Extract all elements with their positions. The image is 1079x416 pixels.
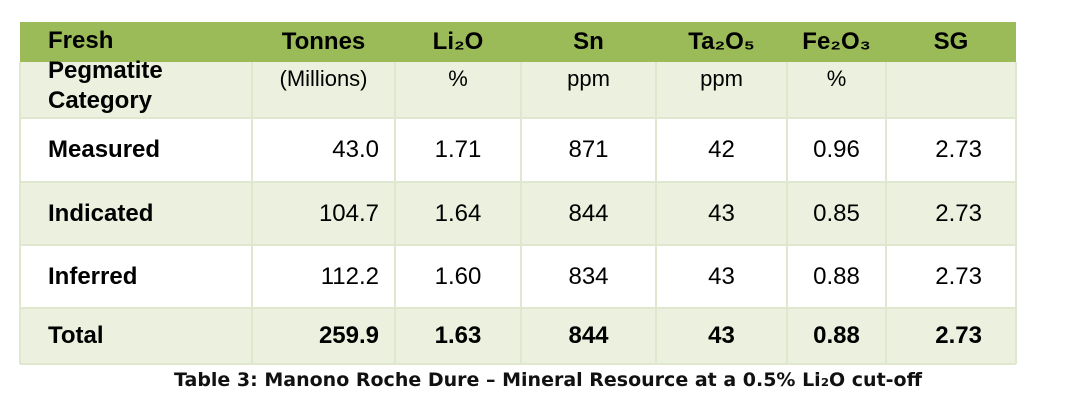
cell-value: 259.9 <box>318 322 379 349</box>
row-label: Measured <box>48 136 161 163</box>
caption: Table 3: Manono Roche Dure – Mineral Res… <box>173 369 922 391</box>
column-divider <box>251 62 253 364</box>
cell-value: 43 <box>708 322 735 349</box>
cell-value: 2.73 <box>935 136 982 163</box>
cell-value: 844 <box>568 322 609 349</box>
cell-value: 43.0 <box>332 136 379 163</box>
column-divider <box>394 62 396 364</box>
column-header: SG <box>933 28 969 55</box>
cell-value: 1.63 <box>434 322 482 349</box>
row-divider <box>20 363 1016 365</box>
cell-value: 1.60 <box>434 262 482 290</box>
cell-value: 112.2 <box>320 262 379 290</box>
cell-value: 2.73 <box>935 262 982 290</box>
column-divider <box>655 62 657 364</box>
cell-value: 43 <box>708 199 735 227</box>
row-band <box>20 182 1016 245</box>
cell-value: 43 <box>708 262 735 290</box>
cell-value: 0.96 <box>813 136 860 163</box>
column-divider <box>1015 62 1017 364</box>
row-band <box>20 245 1016 308</box>
column-unit: (Millions) <box>279 66 368 91</box>
column-unit: ppm <box>567 66 610 91</box>
row-label: Inferred <box>48 262 138 290</box>
cell-value: 834 <box>568 262 609 290</box>
unit-band <box>20 62 1016 118</box>
column-unit: % <box>448 66 468 91</box>
column-unit: ppm <box>700 66 743 91</box>
column-header: Li₂O <box>432 28 484 55</box>
header-band <box>20 22 1016 62</box>
cell-value: 0.85 <box>813 199 860 227</box>
row-divider <box>20 181 1016 183</box>
column-divider <box>786 62 788 364</box>
column-header: Ta₂O₅ <box>688 28 755 55</box>
cell-value: 2.73 <box>935 199 982 227</box>
cell-value: 1.71 <box>434 136 482 163</box>
cell-value: 104.7 <box>318 199 379 227</box>
column-unit: % <box>826 66 847 91</box>
first-header: Fresh Pegmatite Category <box>48 27 163 114</box>
column-divider <box>520 62 522 364</box>
row-divider <box>20 117 1016 119</box>
column-divider <box>885 62 887 364</box>
column-divider <box>19 62 21 364</box>
cell-value: 2.73 <box>935 322 982 349</box>
cell-value: 871 <box>568 136 609 163</box>
cell-value: 42 <box>708 136 735 163</box>
column-header: Sn <box>573 28 604 55</box>
cell-value: 0.88 <box>813 262 860 290</box>
row-label: Indicated <box>48 199 154 227</box>
column-unit <box>886 62 1016 118</box>
row-label: Total <box>48 322 104 349</box>
column-header: Fe₂O₃ <box>802 28 871 55</box>
cell-value: 844 <box>568 199 609 227</box>
column-header: Tonnes <box>281 28 366 55</box>
row-band <box>20 308 1016 364</box>
row-divider <box>20 244 1016 246</box>
cell-value: 1.64 <box>434 199 482 227</box>
cell-value: 0.88 <box>813 322 860 349</box>
row-divider <box>20 307 1016 309</box>
row-band <box>20 118 1016 182</box>
